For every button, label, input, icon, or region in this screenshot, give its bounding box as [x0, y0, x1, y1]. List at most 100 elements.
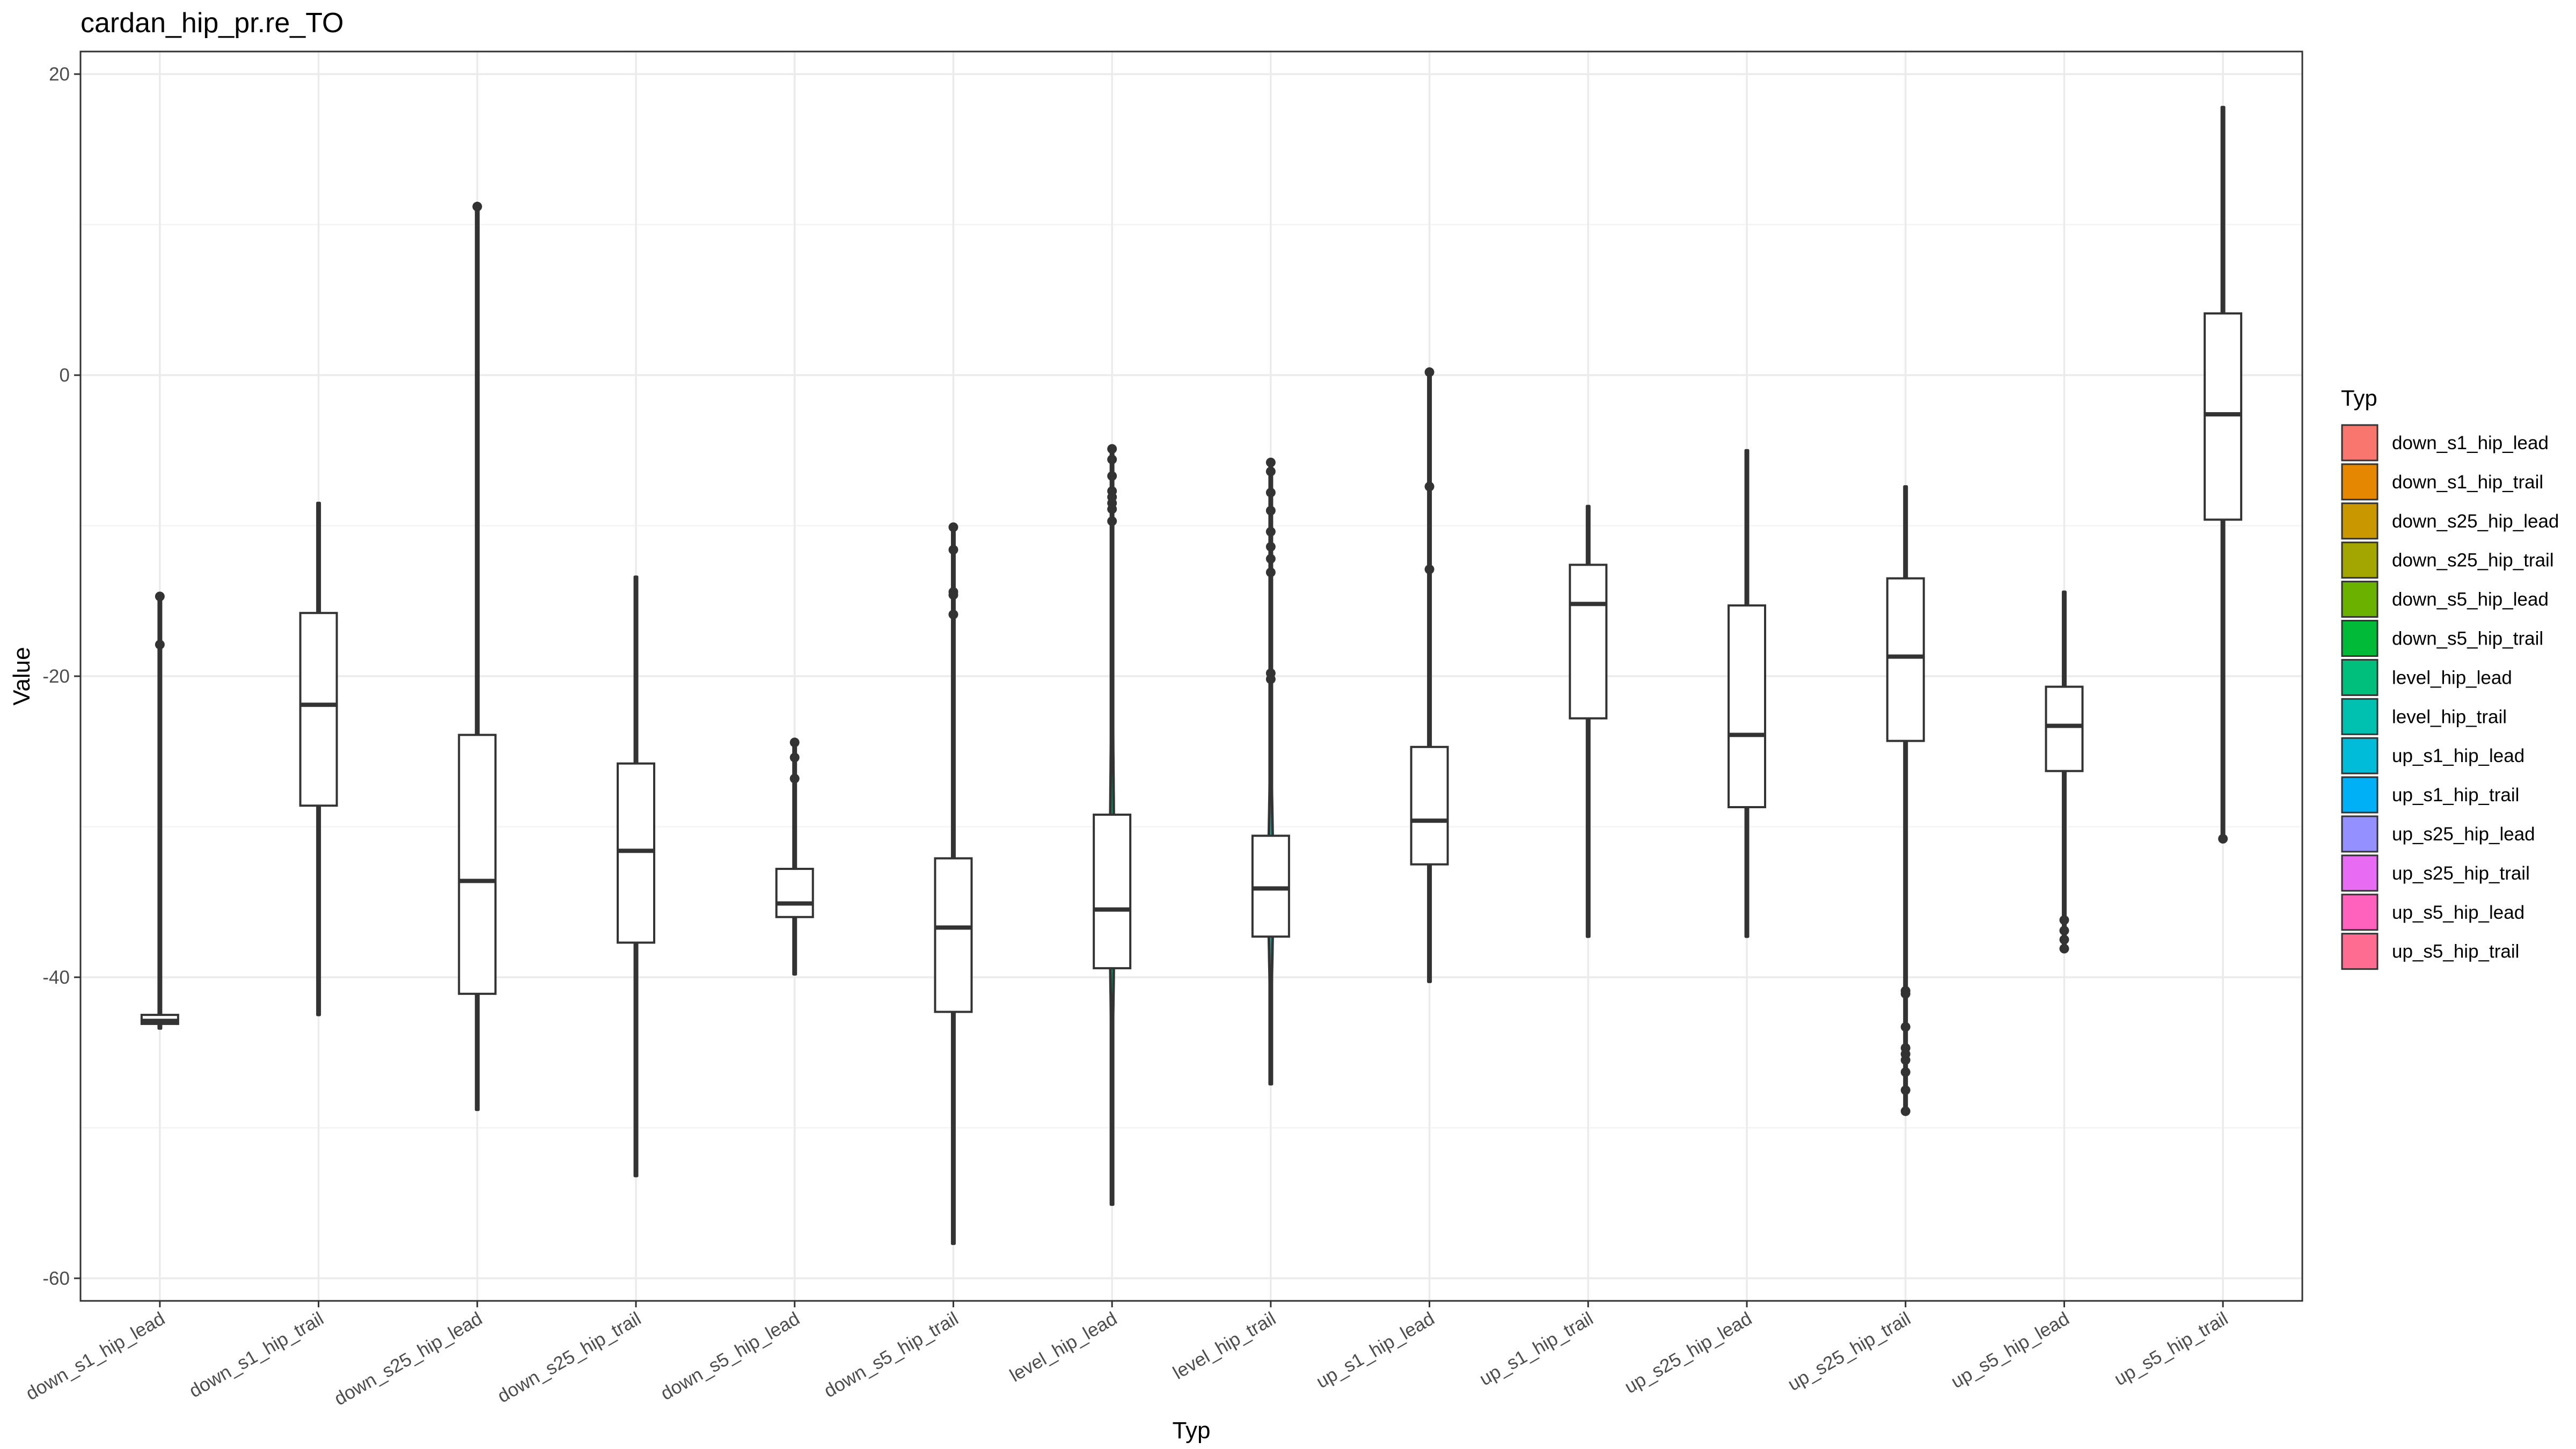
outlier-point — [1900, 1067, 1911, 1077]
box-up_s5_hip_lead — [2045, 685, 2084, 772]
box-up_s1_hip_lead — [1410, 745, 1449, 866]
x-axis: down_s1_hip_lead down_s1_hip_trail down_s2… — [23, 1301, 2231, 1410]
box-down_s1_hip_trail — [299, 612, 338, 807]
box-level_hip_trail — [1251, 835, 1290, 938]
outlier-point — [155, 591, 165, 602]
outlier-point — [2218, 833, 2228, 844]
legend-label: down_s1_hip_lead — [2392, 433, 2549, 453]
violin-up_s1_hip_lead — [1427, 370, 1432, 983]
legend-label: down_s5_hip_trail — [2392, 628, 2543, 649]
legend-key-up_s25_hip_lead — [2341, 815, 2379, 853]
outlier-point — [948, 610, 958, 620]
x-axis-title: Typ — [1173, 1417, 1211, 1444]
legend-key-down_s5_hip_trail — [2341, 620, 2379, 657]
outlier-point — [789, 773, 800, 784]
legend: Typ down_s1_hip_lead down_s1_hip_traildow… — [2341, 385, 2559, 970]
legend-label: down_s5_hip_lead — [2392, 589, 2549, 610]
outlier-point — [2059, 915, 2069, 925]
legend-label: level_hip_lead — [2392, 667, 2512, 688]
box-down_s5_hip_lead — [775, 868, 814, 918]
x-tick-label: down_s1_hip_trail — [186, 1308, 327, 1402]
outlier-point — [1265, 674, 1276, 684]
legend-key-up_s1_hip_trail — [2341, 776, 2379, 814]
x-tick-label: down_s25_hip_lead — [331, 1308, 486, 1409]
legend-label: up_s1_hip_trail — [2392, 785, 2519, 806]
legend-key-down_s25_hip_trail — [2341, 541, 2379, 579]
outlier-point — [1424, 481, 1435, 492]
legend-label: up_s1_hip_lead — [2392, 745, 2524, 766]
legend-key-down_s25_hip_lead — [2341, 502, 2379, 540]
outlier-point — [1107, 455, 1117, 465]
box-up_s5_hip_trail — [2204, 312, 2243, 521]
legend-label: up_s5_hip_lead — [2392, 902, 2524, 923]
outlier-point — [1900, 1022, 1911, 1032]
legend-key-level_hip_trail — [2341, 698, 2379, 735]
outlier-point — [2059, 943, 2069, 954]
outlier-point — [1107, 444, 1117, 454]
legend-label: up_s5_hip_trail — [2392, 941, 2519, 962]
legend-label: down_s25_hip_lead — [2392, 511, 2559, 532]
outlier-point — [1900, 989, 1911, 999]
outlier-point — [1265, 567, 1276, 577]
outlier-point — [472, 201, 482, 211]
x-tick-label: up_s1_hip_trail — [1476, 1308, 1597, 1389]
legend-key-down_s1_hip_trail — [2341, 463, 2379, 501]
outlier-point — [1107, 516, 1117, 526]
x-tick-label: up_s1_hip_lead — [1313, 1308, 1438, 1392]
y-tick-label: -40 — [42, 967, 70, 988]
outlier-point — [1424, 564, 1435, 574]
x-tick-label: up_s5_hip_trail — [2111, 1308, 2231, 1389]
legend-label: down_s25_hip_trail — [2392, 550, 2554, 571]
y-axis-title: Value — [9, 647, 35, 705]
outlier-point — [948, 590, 958, 600]
box-level_hip_lead — [1093, 814, 1132, 970]
outlier-point — [2059, 934, 2069, 945]
outlier-point — [1265, 487, 1276, 497]
outlier-point — [1265, 541, 1276, 552]
outlier-point — [1900, 1106, 1911, 1116]
outlier-point — [2059, 926, 2069, 936]
outlier-point — [1900, 1055, 1911, 1065]
outlier-point — [1265, 457, 1276, 467]
outlier-point — [1265, 506, 1276, 516]
x-tick-label: up_s25_hip_trail — [1784, 1308, 1914, 1395]
legend-label: down_s1_hip_trail — [2392, 472, 2543, 493]
outlier-point — [789, 752, 800, 763]
x-tick-label: down_s5_hip_lead — [657, 1308, 803, 1404]
box-up_s25_hip_lead — [1728, 604, 1766, 809]
box-down_s5_hip_trail — [934, 857, 973, 1013]
x-tick-label: down_s5_hip_trail — [821, 1308, 962, 1402]
legend-key-down_s1_hip_lead — [2341, 424, 2379, 462]
legend-label: up_s25_hip_lead — [2392, 824, 2535, 845]
legend-label: level_hip_trail — [2392, 706, 2507, 727]
outlier-point — [789, 737, 800, 748]
boxplots — [140, 312, 2243, 1025]
outlier-point — [1265, 526, 1276, 537]
x-tick-label: up_s25_hip_lead — [1621, 1308, 1755, 1397]
outlier-point — [948, 545, 958, 555]
y-tick-label: 20 — [49, 64, 70, 85]
outlier-point — [155, 640, 165, 650]
y-tick-label: -60 — [42, 1268, 70, 1289]
outliers — [155, 201, 2228, 1116]
outlier-point — [1265, 554, 1276, 564]
legend-key-up_s25_hip_trail — [2341, 854, 2379, 892]
box-down_s25_hip_trail — [617, 762, 655, 944]
y-axis: 20 0 -20 -40 -60 — [42, 64, 80, 1289]
legend-key-up_s5_hip_lead — [2341, 894, 2379, 931]
legend-title: Typ — [2341, 385, 2377, 411]
box-down_s25_hip_lead — [458, 734, 497, 995]
x-tick-label: level_hip_lead — [1006, 1308, 1121, 1386]
legend-key-up_s1_hip_lead — [2341, 737, 2379, 774]
x-tick-label: level_hip_trail — [1169, 1308, 1279, 1384]
violin-down_s1_hip_lead — [157, 595, 163, 1030]
legend-key-down_s5_hip_lead — [2341, 581, 2379, 618]
box-up_s25_hip_trail — [1886, 577, 1925, 742]
outlier-point — [1424, 367, 1435, 377]
box-up_s1_hip_trail — [1569, 564, 1608, 720]
legend-key-level_hip_lead — [2341, 658, 2379, 696]
x-tick-label: down_s25_hip_trail — [494, 1308, 645, 1407]
x-tick-label: down_s1_hip_lead — [23, 1308, 169, 1404]
outlier-point — [1265, 466, 1276, 477]
